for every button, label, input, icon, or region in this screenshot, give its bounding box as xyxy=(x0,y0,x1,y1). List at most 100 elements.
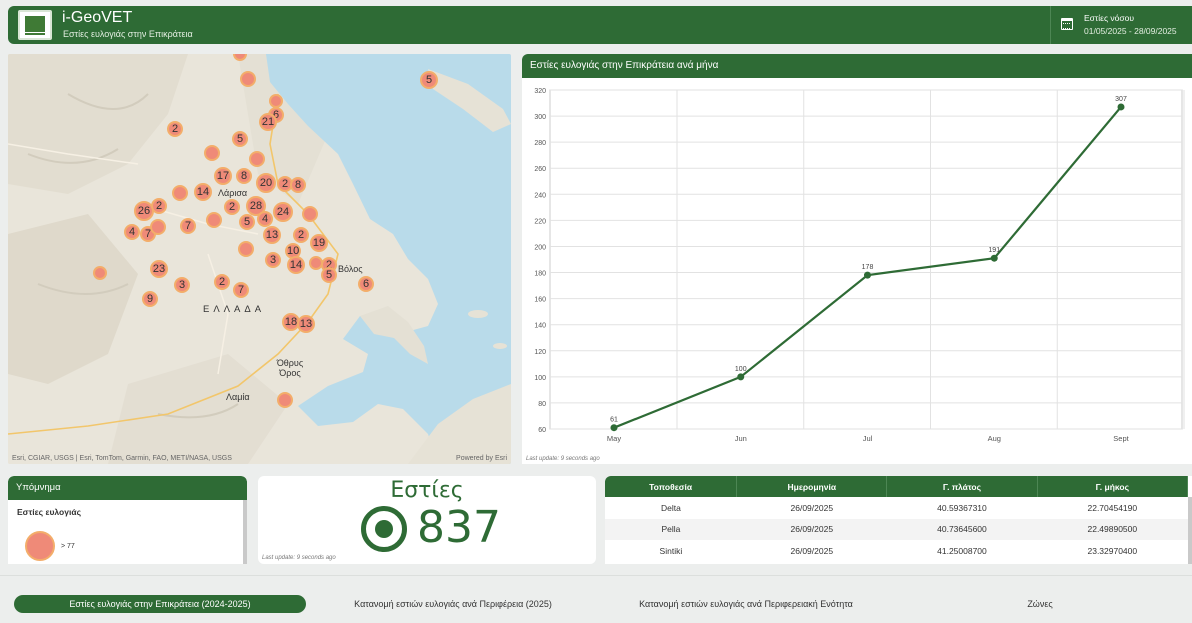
data-label: 100 xyxy=(735,366,747,373)
point-marker[interactable] xyxy=(206,212,222,228)
nav-tab-by-region[interactable]: Κατανομή εστιών ευλογιάς ανά Περιφέρεια … xyxy=(354,599,552,609)
cell-date: 26/09/2025 xyxy=(790,545,834,556)
cluster-marker[interactable]: 6 xyxy=(358,276,374,292)
map-attribution: Esri, CGIAR, USGS | Esri, TomTom, Garmin… xyxy=(12,455,232,462)
kpi-last-update: Last update: 9 seconds ago xyxy=(262,555,336,561)
point-marker[interactable] xyxy=(249,151,265,167)
y-tick-label: 80 xyxy=(538,401,546,408)
cell-longitude: 22.49890500 xyxy=(1037,518,1188,540)
map-powered-by[interactable]: Powered by Esri xyxy=(456,455,507,462)
cluster-marker[interactable]: 8 xyxy=(290,177,306,193)
point-marker[interactable] xyxy=(172,185,188,201)
column-header-latitude[interactable]: Γ. πλάτος xyxy=(886,476,1038,497)
cluster-marker[interactable]: 23 xyxy=(150,260,168,278)
y-tick-label: 200 xyxy=(534,244,546,251)
cluster-marker[interactable]: 13 xyxy=(263,226,281,244)
cluster-marker[interactable]: 3 xyxy=(265,252,281,268)
column-header-location[interactable]: Τοποθεσία xyxy=(605,476,738,497)
cell-longitude: 22.70454190 xyxy=(1087,502,1138,513)
column-header-longitude[interactable]: Γ. μήκος xyxy=(1037,476,1189,497)
data-point xyxy=(610,424,618,432)
data-label: 307 xyxy=(1115,96,1127,103)
cluster-marker[interactable]: 2 xyxy=(151,198,167,214)
chart-last-update: Last update: 9 seconds ago xyxy=(526,456,600,462)
table-header-row: Τοποθεσία Ημερομηνία Γ. πλάτος Γ. μήκος xyxy=(605,476,1189,497)
cell-date: 26/09/2025 xyxy=(790,502,834,513)
cluster-marker[interactable]: 4 xyxy=(124,224,140,240)
cluster-marker[interactable]: 5 xyxy=(232,131,248,147)
cluster-marker[interactable]: 5 xyxy=(321,267,337,283)
point-marker[interactable] xyxy=(269,94,283,108)
cluster-marker[interactable]: 2 xyxy=(293,227,309,243)
data-label: 191 xyxy=(988,247,1000,254)
plot-area xyxy=(549,89,1183,430)
point-marker[interactable] xyxy=(309,256,323,270)
point-marker[interactable] xyxy=(93,266,107,280)
cluster-marker[interactable]: 7 xyxy=(233,282,249,298)
y-tick-label: 60 xyxy=(538,427,546,434)
cluster-marker[interactable]: 2 xyxy=(224,199,240,215)
column-header-date[interactable]: Ημερομηνία xyxy=(736,476,888,497)
cluster-marker[interactable]: 14 xyxy=(287,256,305,274)
cluster-marker[interactable]: 26 xyxy=(134,201,154,221)
cluster-marker[interactable]: 9 xyxy=(142,291,158,307)
point-marker[interactable] xyxy=(277,392,293,408)
point-marker[interactable] xyxy=(150,219,166,235)
legend-scrollbar[interactable] xyxy=(243,500,247,564)
nav-tab-by-regional-unit[interactable]: Κατανομή εστιών ευλογιάς ανά Περιφερειακ… xyxy=(639,599,853,609)
y-tick-label: 240 xyxy=(534,192,546,199)
cell-date: 26/09/2025 xyxy=(736,518,887,540)
data-label: 178 xyxy=(862,264,874,271)
cluster-marker[interactable]: 17 xyxy=(214,167,232,185)
legend-panel: Υπόμνημα Εστίες ευλογιάς > 77 xyxy=(8,476,247,564)
cluster-marker[interactable]: 19 xyxy=(310,234,328,252)
nav-tab-outbreaks-territory[interactable]: Εστίες ευλογιάς στην Επικράτεια (2024-20… xyxy=(14,595,306,613)
calendar-icon[interactable] xyxy=(1061,18,1073,30)
cluster-marker[interactable]: 3 xyxy=(174,277,190,293)
y-tick-label: 160 xyxy=(534,297,546,304)
cluster-marker[interactable]: 24 xyxy=(273,202,293,222)
point-marker[interactable] xyxy=(233,54,247,61)
y-tick-label: 100 xyxy=(534,375,546,382)
y-tick-label: 180 xyxy=(534,271,546,278)
map-label-larisa: Λάρισα xyxy=(218,188,248,198)
date-range-value[interactable]: 01/05/2025 - 28/09/2025 xyxy=(1084,26,1177,36)
cell-location: Sintiki xyxy=(659,545,683,556)
point-marker[interactable] xyxy=(302,206,318,222)
legend-item-label: > 77 xyxy=(61,543,75,550)
line-chart[interactable]: 60 80 100 120 140 160 180 200 220 240 260 280 300 320… xyxy=(522,78,1192,464)
cluster-marker[interactable]: 14 xyxy=(194,183,212,201)
cluster-marker[interactable]: 8 xyxy=(236,168,252,184)
cluster-marker[interactable]: 13 xyxy=(297,315,315,333)
point-marker[interactable] xyxy=(204,145,220,161)
y-tick-label: 220 xyxy=(534,218,546,225)
point-marker[interactable] xyxy=(240,71,256,87)
cluster-marker[interactable]: 5 xyxy=(420,71,438,89)
table-row[interactable]: Sintiki 26/09/2025 41.25008700 23.329704… xyxy=(605,540,1188,562)
cluster-marker[interactable]: 2 xyxy=(214,274,230,290)
cell-latitude: 41.25008700 xyxy=(937,545,987,556)
cluster-marker[interactable]: 4 xyxy=(257,211,273,227)
map-label-othrys: Όθρυς Όρος xyxy=(276,358,304,378)
nav-tab-zones[interactable]: Ζώνες xyxy=(1027,599,1053,609)
legend-header: Υπόμνημα xyxy=(8,476,247,500)
cluster-marker[interactable]: 5 xyxy=(239,214,255,230)
x-tick-label: Jun xyxy=(735,434,747,443)
x-tick-label: Jul xyxy=(863,434,873,443)
x-tick-label: Sept xyxy=(1113,434,1129,443)
data-point xyxy=(864,271,871,279)
cluster-marker[interactable]: 20 xyxy=(256,173,276,193)
cluster-marker[interactable]: 2 xyxy=(167,121,183,137)
table-row[interactable]: Delta 26/09/2025 40.59367310 22.70454190 xyxy=(605,497,1188,519)
table-row[interactable]: Pella 26/09/2025 40.73645600 22.49890500 xyxy=(605,518,1188,540)
table-scrollbar[interactable] xyxy=(1188,497,1192,564)
date-filter-label[interactable]: Εστίες νόσου xyxy=(1084,13,1135,23)
cluster-marker[interactable]: 21 xyxy=(259,113,277,131)
y-tick-label: 120 xyxy=(534,349,546,356)
cluster-marker[interactable]: 7 xyxy=(180,218,196,234)
map-label-lamia: Λαμία xyxy=(226,392,250,402)
point-marker[interactable] xyxy=(238,241,254,257)
y-tick-label: 300 xyxy=(534,114,546,121)
map-label-volos: Βόλος xyxy=(338,264,363,274)
